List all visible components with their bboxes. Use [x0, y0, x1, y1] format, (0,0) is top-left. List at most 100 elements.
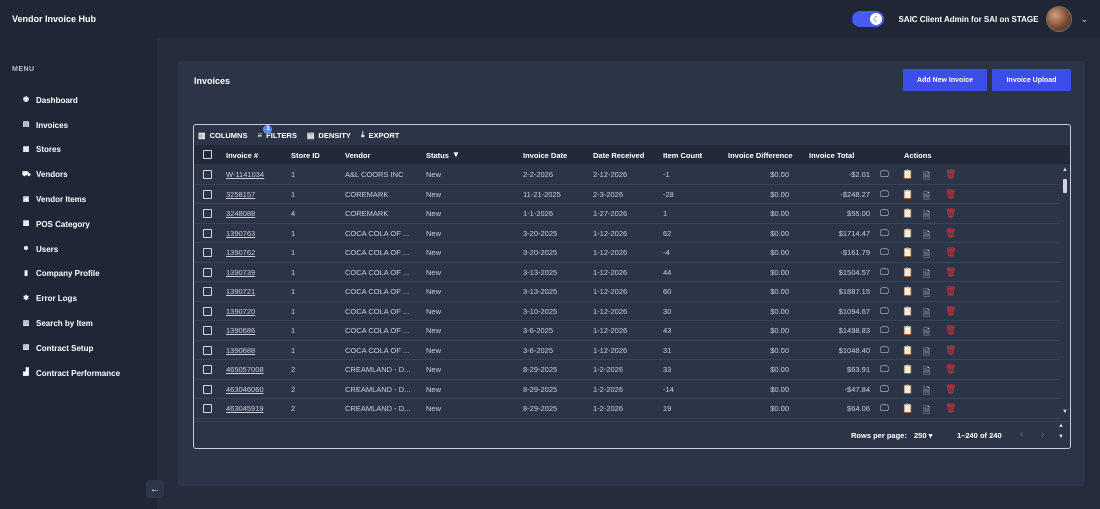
table-row[interactable]: W-1141034 1 A&L COORS INC New 2-2-2026 2-12-2…	[194, 165, 1060, 185]
table-row[interactable]: 1390686 1 COCA COLA OF ... New 3-6-2025 1-12-…	[194, 321, 1060, 341]
sidebar-item-contract-performance[interactable]: ▟ Contract Performance	[22, 361, 120, 386]
table-row[interactable]: 1390688 1 COCA COLA OF ... New 3-6-2025 1-12-…	[194, 341, 1060, 360]
table-row[interactable]: 465057008 2 CREAMLAND - D... New 8-29-2025 1-…	[194, 360, 1060, 380]
document-icon[interactable]: 🗎	[923, 171, 931, 181]
delete-icon[interactable]: 🗑	[945, 383, 957, 394]
monitor-icon[interactable]: 🖵	[880, 227, 889, 238]
row-checkbox[interactable]	[203, 326, 212, 335]
clipboard-icon[interactable]: 📋	[902, 227, 914, 238]
header-item-count[interactable]: Item Count	[663, 151, 703, 160]
clipboard-icon[interactable]: 📋	[902, 364, 914, 374]
header-vendor[interactable]: Vendor	[345, 151, 371, 160]
document-icon[interactable]: 🗎	[923, 366, 931, 376]
sidebar-item-users[interactable]: ☻ Users	[22, 237, 120, 262]
table-row[interactable]: 463046060 2 CREAMLAND - D... New 8-29-2025 1-…	[194, 380, 1060, 399]
clipboard-icon[interactable]: 📋	[902, 383, 914, 394]
cell-invoice[interactable]: 1390688	[226, 345, 256, 355]
monitor-icon[interactable]: 🖵	[880, 247, 889, 257]
table-row[interactable]: 1390762 1 COCA COLA OF ... New 3-20-2025 1-12…	[194, 243, 1060, 263]
clipboard-icon[interactable]: 📋	[902, 344, 914, 355]
footer-scroll-up-icon[interactable]: ▲	[1058, 423, 1064, 429]
delete-icon[interactable]: 🗑	[945, 364, 957, 374]
cell-invoice[interactable]: 1390763	[226, 228, 256, 238]
collapse-sidebar-button[interactable]: ←	[146, 480, 164, 498]
row-checkbox[interactable]	[203, 228, 212, 238]
delete-icon[interactable]: 🗑	[945, 286, 957, 296]
sidebar-item-search-by-item[interactable]: ▥ Search by Item	[22, 311, 120, 336]
document-icon[interactable]: 🗎	[923, 288, 931, 298]
monitor-icon[interactable]: 🖵	[880, 188, 889, 199]
row-checkbox[interactable]	[203, 306, 212, 316]
footer-scroll-down-icon[interactable]: ▼	[1058, 434, 1064, 440]
clipboard-icon[interactable]: 📋	[902, 208, 914, 218]
monitor-icon[interactable]: 🖵	[880, 208, 889, 218]
avatar[interactable]	[1046, 6, 1073, 32]
clipboard-icon[interactable]: 📋	[902, 169, 914, 179]
monitor-icon[interactable]: 🖵	[880, 169, 889, 179]
monitor-icon[interactable]: 🖵	[880, 403, 889, 413]
cell-invoice[interactable]: W-1141034	[226, 170, 265, 179]
document-icon[interactable]: 🗎	[923, 190, 931, 201]
header-date-received[interactable]: Date Received	[593, 151, 645, 160]
row-checkbox[interactable]	[203, 170, 212, 179]
document-icon[interactable]: 🗎	[923, 385, 931, 396]
delete-icon[interactable]: 🗑	[945, 325, 957, 335]
monitor-icon[interactable]: 🖵	[880, 325, 889, 335]
delete-icon[interactable]: 🗑	[945, 247, 957, 257]
delete-icon[interactable]: 🗑	[945, 266, 957, 277]
document-icon[interactable]: 🗎	[923, 307, 931, 318]
table-row[interactable]: 1390763 1 COCA COLA OF ... New 3-20-2025 1-12…	[194, 224, 1060, 243]
row-checkbox[interactable]	[203, 404, 212, 413]
row-checkbox[interactable]	[203, 248, 212, 257]
scroll-up-arrow-icon[interactable]: ▲	[1062, 167, 1068, 173]
delete-icon[interactable]: 🗑	[945, 403, 957, 413]
row-checkbox[interactable]	[203, 209, 212, 218]
filters-button[interactable]: ≡ 1 FILTERS	[257, 124, 297, 140]
clipboard-icon[interactable]: 📋	[902, 403, 914, 413]
table-row[interactable]: 1390720 1 COCA COLA OF ... New 3-10-2025 1-12…	[194, 302, 1060, 321]
monitor-icon[interactable]: 🖵	[880, 286, 889, 296]
document-icon[interactable]: 🗎	[923, 405, 931, 415]
row-checkbox[interactable]	[203, 345, 212, 355]
table-row[interactable]: 3248088 4 COREMARK New 1-1-2026 1-27-2026 1 $0.…	[194, 204, 1060, 224]
row-checkbox[interactable]	[203, 365, 212, 374]
sidebar-item-vendors[interactable]: ⛟ Vendors	[22, 162, 120, 187]
cell-invoice[interactable]: 463045919	[226, 404, 264, 413]
scrollbar-thumb[interactable]	[1063, 179, 1067, 193]
cell-invoice[interactable]: 465057008	[226, 365, 264, 374]
export-button[interactable]: ⤓ EXPORT	[361, 130, 399, 140]
monitor-icon[interactable]: 🖵	[880, 383, 889, 394]
table-row[interactable]: 1390739 1 COCA COLA OF ... New 3-13-2025 1-12…	[194, 263, 1060, 282]
table-row[interactable]: 3258157 1 COREMARK New 11-21-2025 2-3-2026 -28…	[194, 185, 1060, 204]
header-invoice-date[interactable]: Invoice Date	[523, 151, 568, 160]
table-row[interactable]: 1390721 1 COCA COLA OF ... New 3-13-2025 1-12…	[194, 282, 1060, 302]
clipboard-icon[interactable]: 📋	[902, 188, 914, 199]
invoice-upload-button[interactable]: Invoice Upload	[992, 69, 1071, 91]
sidebar-item-stores[interactable]: ▦ Stores	[22, 138, 120, 163]
table-row[interactable]: 463045919 2 CREAMLAND - D... New 8-29-2025 1-…	[194, 399, 1060, 419]
document-icon[interactable]: 🗎	[923, 249, 931, 259]
sidebar-item-company-profile[interactable]: ▮ Company Profile	[22, 262, 120, 287]
theme-toggle[interactable]: ☾	[852, 11, 885, 27]
density-button[interactable]: ▤ DENSITY	[307, 131, 351, 140]
sidebar-item-vendor-items[interactable]: ▣ Vendor Items	[22, 187, 120, 212]
document-icon[interactable]: 🗎	[923, 327, 931, 337]
delete-icon[interactable]: 🗑	[945, 305, 957, 316]
delete-icon[interactable]: 🗑	[945, 188, 957, 199]
delete-icon[interactable]: 🗑	[945, 208, 957, 218]
next-page-icon[interactable]: ›	[1041, 429, 1045, 440]
scroll-down-arrow-icon[interactable]: ▼	[1062, 409, 1068, 415]
cell-invoice[interactable]: 1390720	[226, 306, 256, 316]
clipboard-icon[interactable]: 📋	[902, 266, 914, 277]
filter-icon[interactable]: ▼	[452, 150, 460, 159]
clipboard-icon[interactable]: 📋	[902, 325, 914, 335]
cell-invoice[interactable]: 3258157	[226, 189, 256, 199]
sidebar-item-invoices[interactable]: ▤ Invoices	[22, 113, 120, 138]
previous-page-icon[interactable]: ‹	[1020, 429, 1024, 440]
clipboard-icon[interactable]: 📋	[902, 247, 914, 257]
columns-button[interactable]: ▥ COLUMNS	[198, 131, 247, 140]
monitor-icon[interactable]: 🖵	[880, 344, 889, 355]
header-invoice-difference[interactable]: Invoice Difference	[728, 151, 793, 160]
clipboard-icon[interactable]: 📋	[902, 286, 914, 296]
cell-invoice[interactable]: 3248088	[226, 209, 256, 218]
